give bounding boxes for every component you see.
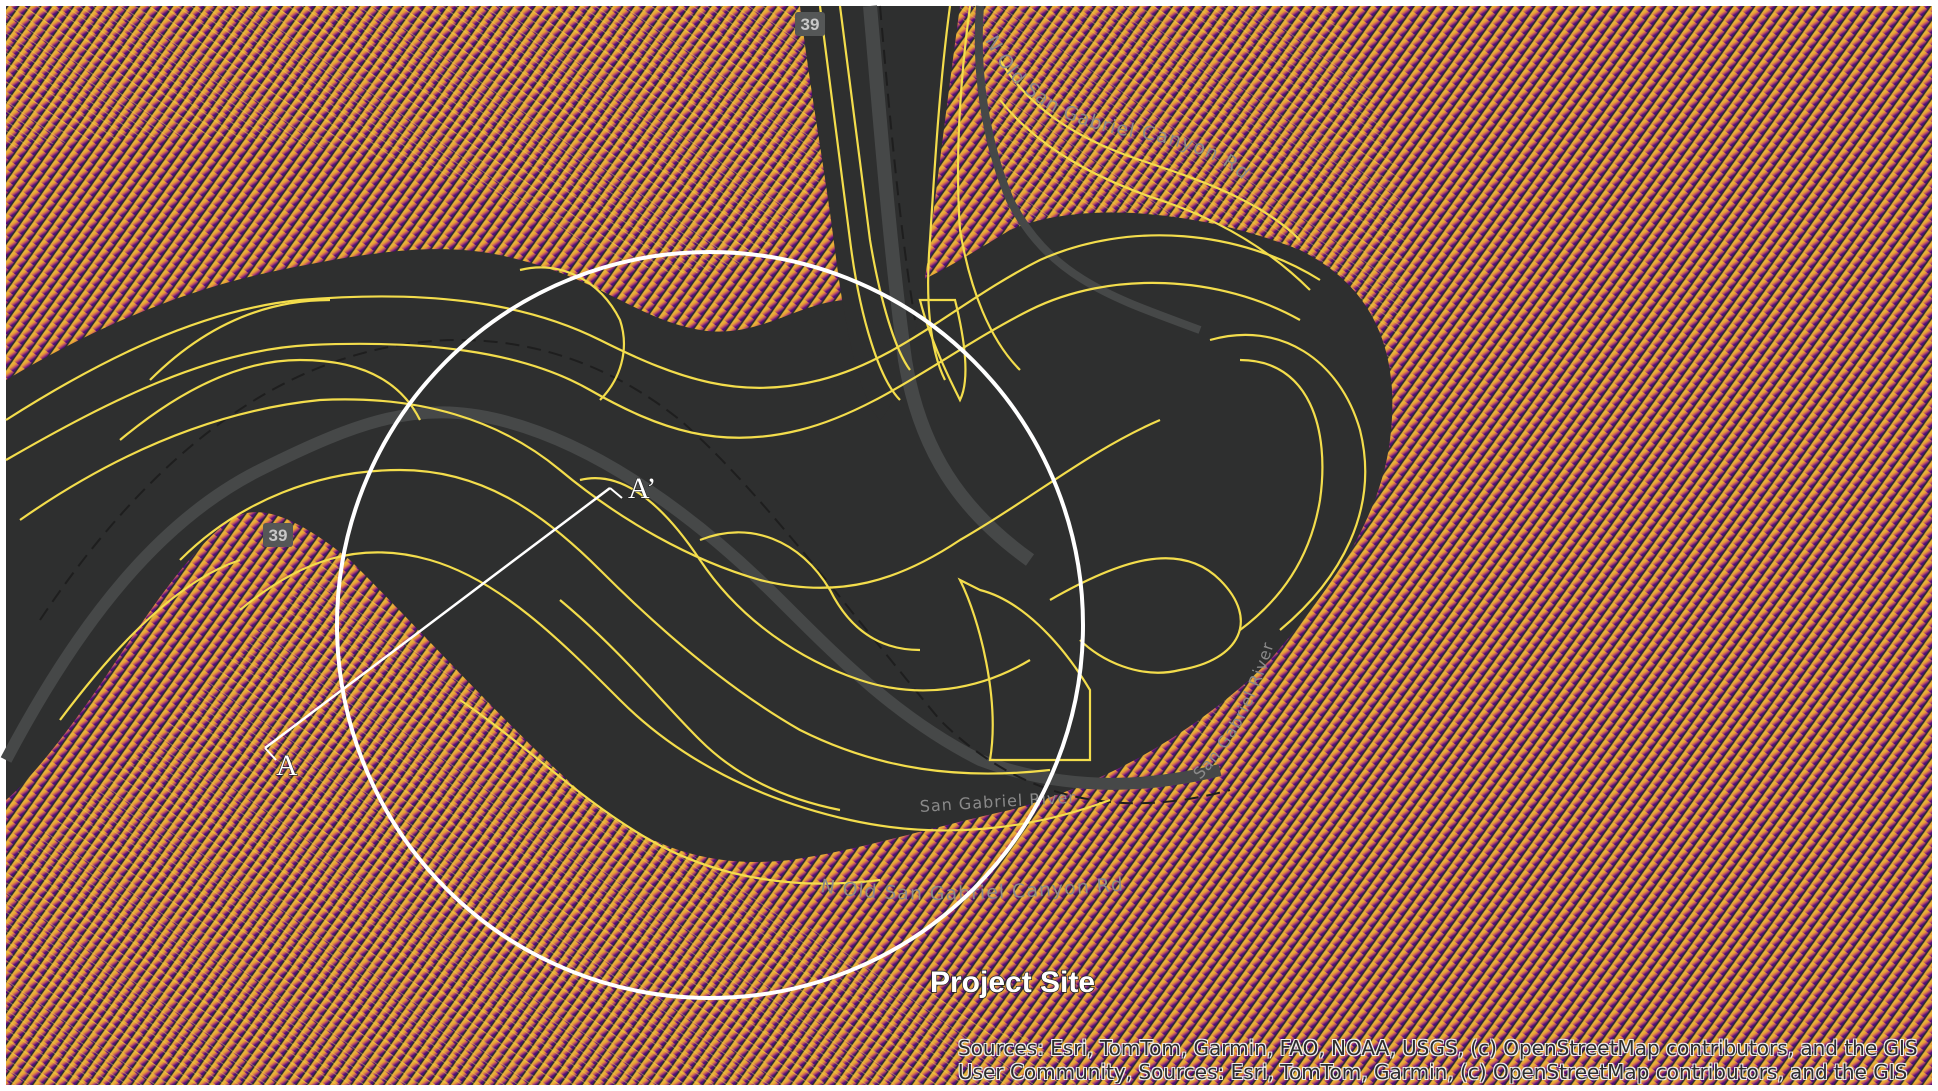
cross-section-line[interactable] [264, 487, 623, 761]
project-site-boundary[interactable] [335, 250, 1085, 1000]
svg-text:39: 39 [269, 526, 288, 545]
roads [0, 5, 1222, 790]
section-label-end: A’ [628, 472, 656, 505]
project-site-label: Project Site [930, 966, 1095, 999]
valley-contour-lines [5, 5, 1367, 885]
terrain-contours [6, 6, 1932, 1085]
highway-shield-left: 39 [263, 523, 293, 547]
attribution-line-2: User Community, Sources: Esri, TomTom, G… [958, 1060, 1908, 1084]
valley-floor [6, 6, 1393, 862]
section-label-start: A [276, 749, 298, 782]
map-attribution: Sources: Esri, TomTom, Garmin, FAO, NOAA… [958, 1036, 1932, 1084]
attribution-line-1: Sources: Esri, TomTom, Garmin, FAO, NOAA… [958, 1036, 1918, 1060]
river-lines [39, 5, 1231, 805]
svg-text:39: 39 [801, 15, 820, 34]
highway-shield-top: 39 [795, 12, 825, 36]
